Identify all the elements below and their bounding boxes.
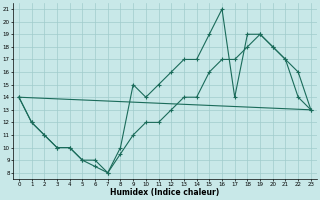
X-axis label: Humidex (Indice chaleur): Humidex (Indice chaleur) [110,188,220,197]
